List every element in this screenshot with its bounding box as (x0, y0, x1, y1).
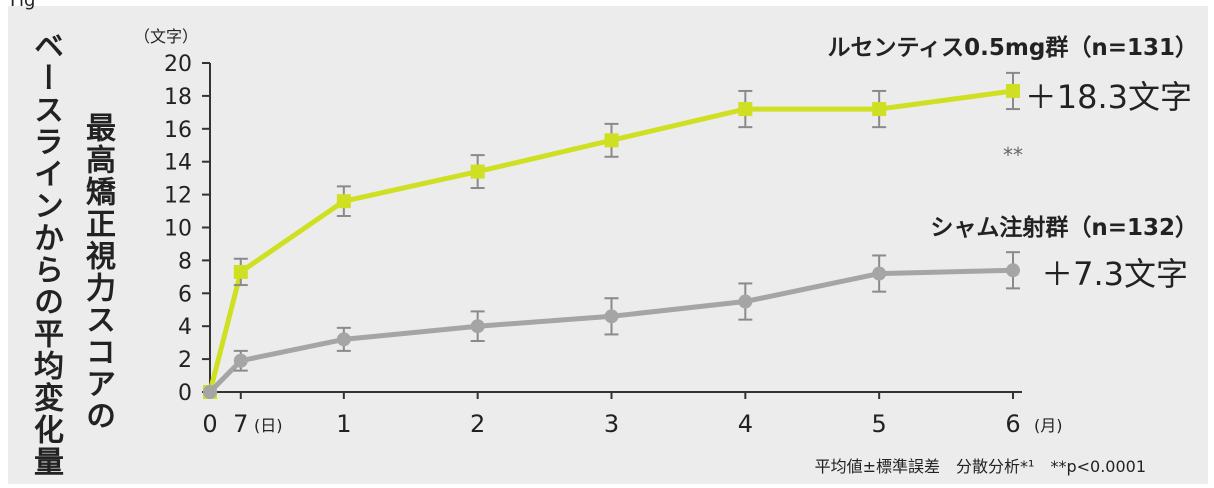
significance-annotation: ** (1003, 143, 1023, 167)
data-point-square (1006, 83, 1020, 98)
data-point-circle (1006, 263, 1020, 278)
data-point-circle (872, 266, 887, 281)
series-result-1: ＋18.3文字 (1025, 78, 1192, 116)
y-tick-label: 12 (164, 184, 192, 209)
data-point-circle (470, 319, 485, 334)
data-point-square (470, 164, 485, 179)
data-point-square (738, 102, 753, 117)
x-tick-label: 7 (233, 410, 248, 438)
x-tick-label: 2 (470, 410, 485, 438)
y-tick-label: 20 (164, 52, 192, 77)
x-tick-label: 3 (604, 410, 619, 438)
data-point-circle (336, 332, 351, 347)
y-tick-label: 2 (178, 348, 192, 373)
y-axis-title-line2: 最高矯正視力スコアの (80, 112, 115, 432)
data-point-circle (233, 353, 248, 368)
y-tick-label: 0 (178, 381, 192, 406)
x-tick-label: 5 (872, 410, 887, 438)
data-point-circle (738, 294, 753, 309)
top-fragment: Fig (10, 0, 35, 11)
x-unit-month: (月) (1034, 416, 1063, 435)
y-tick-label: 10 (164, 217, 192, 242)
series-label-1: ルセンティス0.5mg群（n=131） (828, 34, 1198, 61)
series-line-2 (208, 267, 1014, 394)
y-tick-label: 14 (164, 151, 192, 176)
data-point-square (872, 102, 887, 117)
y-tick-label: 4 (178, 315, 192, 340)
x-tick-label: 1 (336, 410, 351, 438)
x-tick-label: 4 (738, 410, 753, 438)
series-label-2: シャム注射群（n=132） (930, 214, 1198, 241)
series-line-1 (207, 88, 1014, 393)
data-point-circle (203, 385, 217, 399)
x-tick-label: 6 (1005, 410, 1020, 438)
data-point-square (336, 194, 351, 209)
data-point-square (233, 264, 248, 279)
x-tick-label: 0 (202, 410, 217, 438)
y-unit-label: （文字） (134, 27, 198, 46)
y-tick-label: 6 (178, 282, 192, 307)
footnote: 平均値±標準誤差 分散分析*¹ **p<0.0001 (815, 457, 1146, 476)
y-tick-label: 16 (164, 118, 192, 143)
data-point-square (604, 133, 619, 148)
y-tick-label: 18 (164, 85, 192, 110)
x-unit-day: (日) (254, 416, 283, 435)
y-axis-title-line1: ベースラインからの平均変化量 (28, 30, 63, 478)
data-point-circle (604, 309, 619, 324)
y-tick-label: 8 (178, 249, 192, 274)
series-result-2: ＋7.3文字 (1041, 255, 1188, 293)
